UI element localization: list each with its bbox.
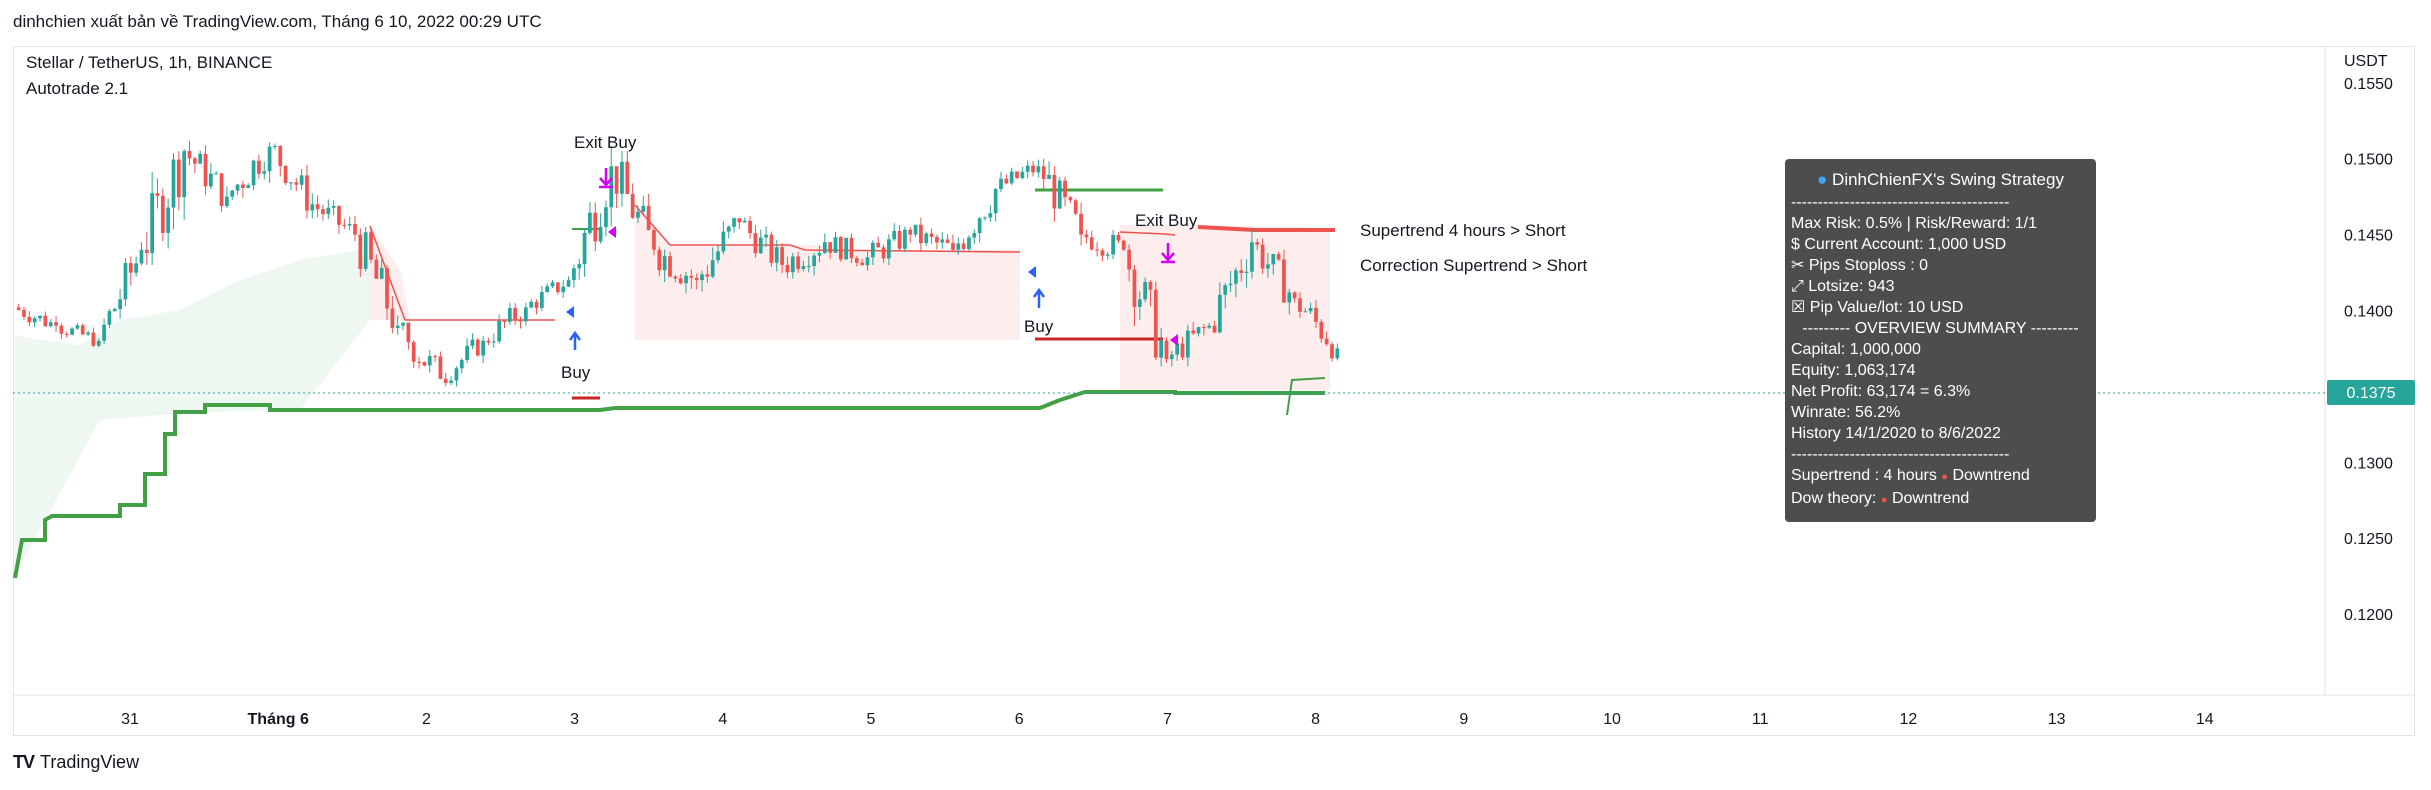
pip-value-row: ☒ Pip Value/lot: 10 USD [1791,299,1964,316]
dow-theory-row: Dow theory: ● Downtrend [1791,488,2090,511]
lotsize-row: ⤢ Lotsize: 943 [1791,278,1895,295]
panel-title: DinhChienFX's Swing Strategy [1832,170,2064,189]
supertrend-label: Supertrend : 4 hours [1791,467,1937,484]
current-account-row: $ Current Account: 1,000 USD [1791,236,2007,253]
capital-row: Capital: 1,000,000 [1791,341,1921,358]
globe-icon: ● [1817,170,1828,189]
indicator-legend[interactable]: Autotrade 2.1 [26,79,129,98]
supertrend-value: Downtrend [1952,467,2030,484]
dow-value: Downtrend [1891,490,1970,507]
brand-name: TradingView [40,752,140,772]
downtrend-dot-icon: ● [1880,494,1888,506]
separator: ----------------------------------------… [1791,446,2010,463]
supertrend-row: Supertrend : 4 hours ● Downtrend [1791,465,2090,488]
overview-header: --------- OVERVIEW SUMMARY --------- [1802,320,2079,337]
equity-row: Equity: 1,063,174 [1791,362,1916,379]
separator: ----------------------------------------… [1791,194,2010,211]
tradingview-footer[interactable]: TV TradingView [13,752,139,773]
publish-header: dinhchien xuất bản về TradingView.com, T… [13,12,542,31]
strategy-info-panel: ● DinhChienFX's Swing Strategy ---------… [1785,159,2096,522]
pips-stoploss-row: ✂ Pips Stoploss : 0 [1791,257,1929,274]
tradingview-logo-icon: TV [13,752,35,772]
winrate-row: Winrate: 56.2% [1791,404,1901,421]
symbol-legend[interactable]: Stellar / TetherUS, 1h, BINANCE [26,53,273,72]
max-risk-row: Max Risk: 0.5% | Risk/Reward: 1/1 [1791,215,2038,232]
downtrend-dot-icon: ● [1941,471,1948,483]
dow-label: Dow theory: [1791,490,1877,507]
history-row: History 14/1/2020 to 8/6/2022 [1791,425,2001,442]
net-profit-row: Net Profit: 63,174 = 6.3% [1791,383,1971,400]
